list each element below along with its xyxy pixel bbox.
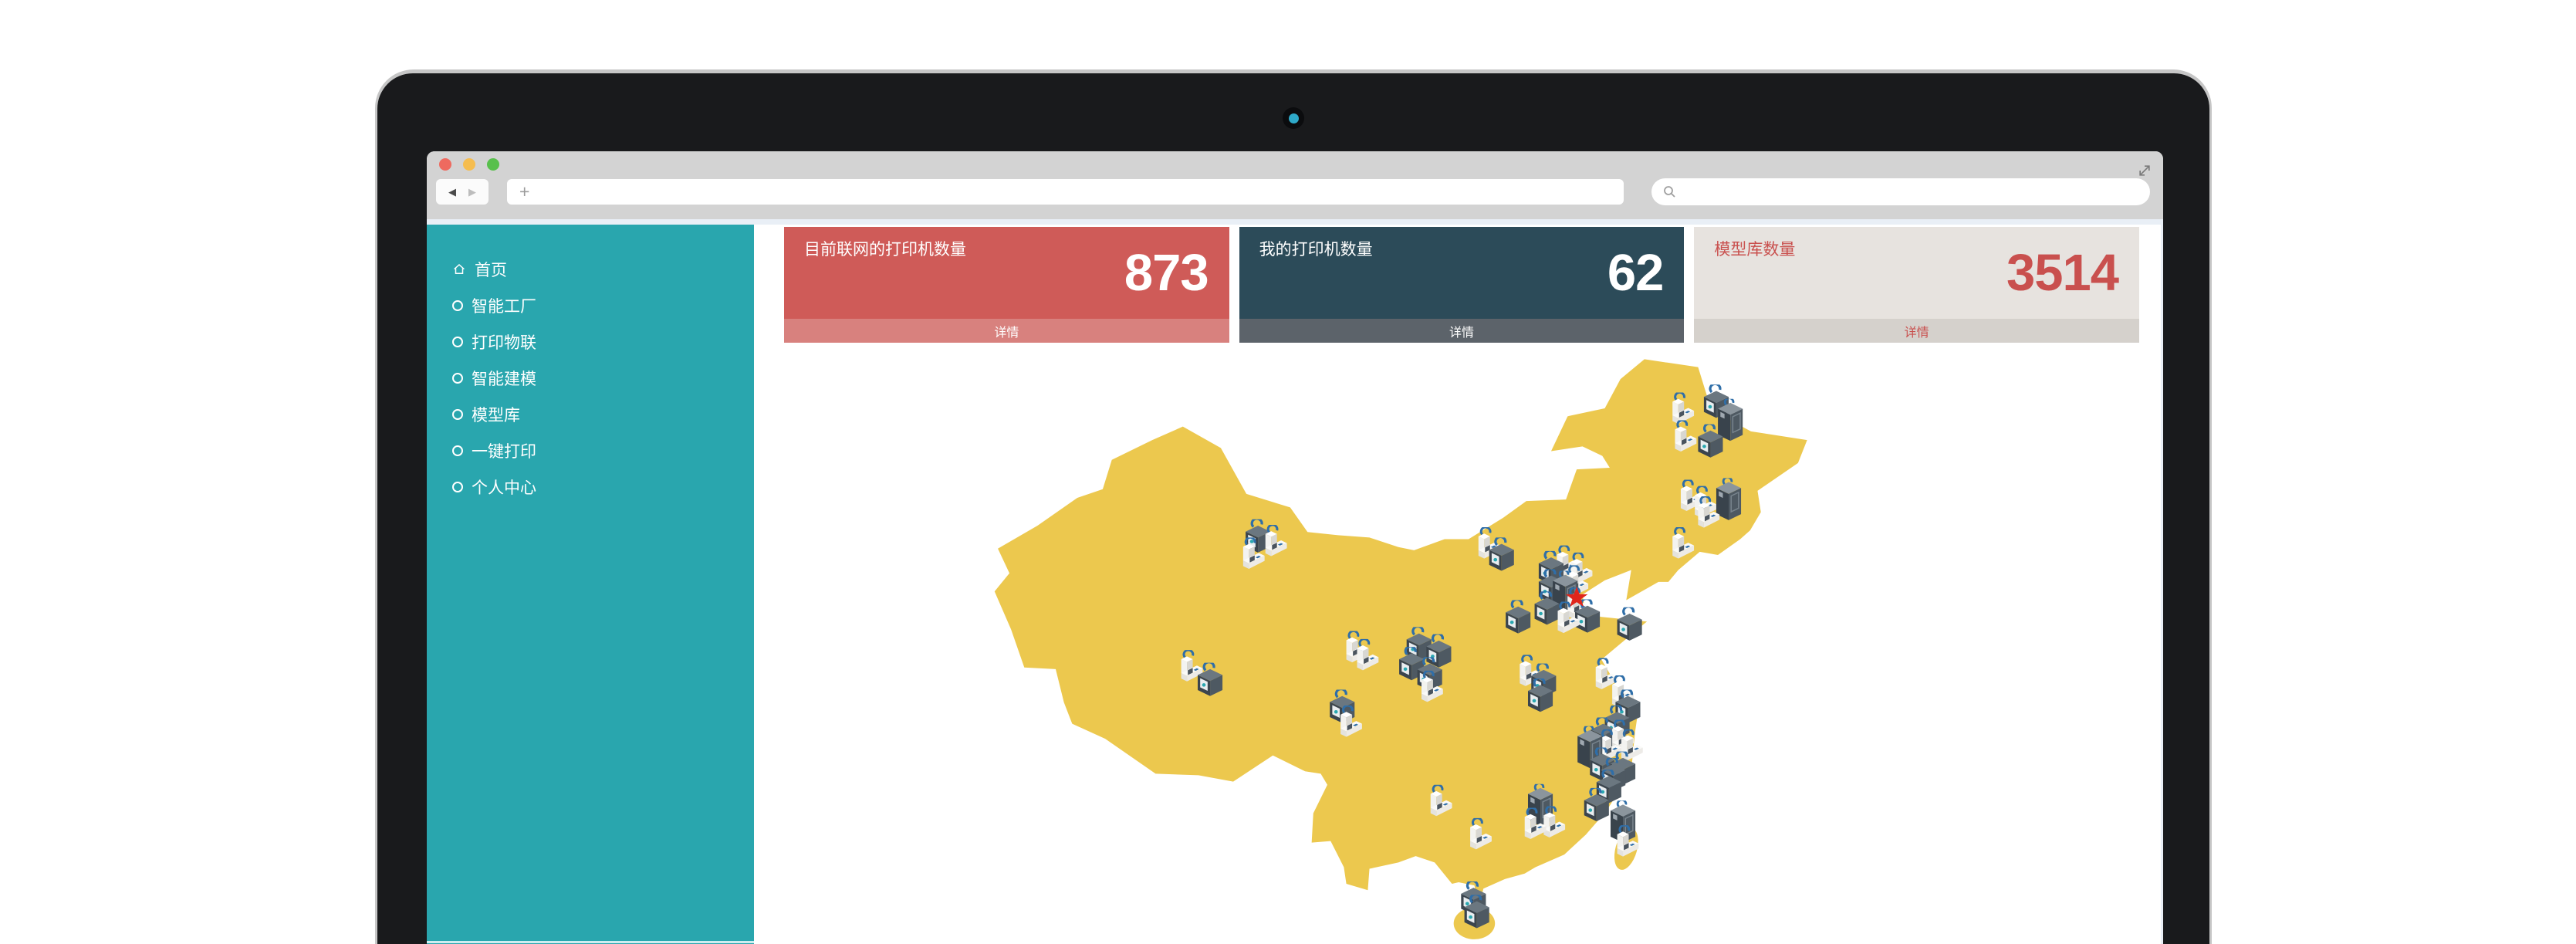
circle-icon	[452, 299, 463, 311]
expand-icon	[2139, 165, 2150, 176]
fullscreen-button[interactable]	[2136, 162, 2153, 179]
china-map	[994, 359, 1807, 939]
sidebar-item-home[interactable]: 首页	[427, 251, 754, 287]
printer-marker-dark[interactable]	[1615, 607, 1644, 642]
card-title: 目前联网的打印机数量	[804, 241, 966, 259]
main-content: 目前联网的打印机数量 873 详情 我的打印机数量 62 详情 模型库数量 35…	[754, 225, 2161, 944]
sidebar-item-personal-center[interactable]: 个人中心	[427, 469, 754, 505]
search-input[interactable]	[1676, 178, 2150, 205]
stat-cards-row: 目前联网的打印机数量 873 详情 我的打印机数量 62 详情 模型库数量 35…	[784, 227, 2140, 343]
dashboard-page: 首页 智能工厂 打印物联 智能建模 模型库 一键打印 个人中心 目前联网的打印机…	[427, 225, 2163, 944]
toolbar-divider	[427, 219, 2163, 225]
card-detail-link[interactable]: 详情	[784, 319, 1229, 343]
forward-button[interactable]: ▶	[468, 185, 476, 198]
sidebar-item-model-library[interactable]: 模型库	[427, 396, 754, 432]
card-detail-link[interactable]: 详情	[1239, 319, 1685, 343]
laptop-bezel: ◀ ▶ +	[377, 73, 2209, 944]
beijing-star-marker	[1565, 587, 1588, 607]
stat-card-model-library-count: 模型库数量 3514 详情	[1694, 227, 2140, 343]
home-icon	[452, 262, 466, 276]
card-value: 62	[1607, 244, 1665, 302]
new-tab-icon[interactable]: +	[519, 181, 530, 201]
webcam-lens	[1288, 113, 1299, 123]
browser-window: ◀ ▶ +	[427, 151, 2163, 944]
traffic-lights	[439, 158, 499, 171]
circle-icon	[452, 372, 463, 384]
browser-toolbar: ◀ ▶ +	[427, 151, 2163, 219]
circle-icon	[452, 408, 463, 420]
circle-icon	[452, 481, 463, 492]
card-detail-link[interactable]: 详情	[1694, 319, 2140, 343]
card-title: 我的打印机数量	[1259, 241, 1373, 259]
sidebar-item-one-click-print[interactable]: 一键打印	[427, 432, 754, 469]
card-value: 873	[1124, 244, 1209, 302]
traffic-light-minimize[interactable]	[463, 158, 475, 171]
china-map-panel	[985, 347, 1811, 942]
printer-marker-light[interactable]	[1620, 729, 1645, 762]
nav-button-group: ◀ ▶	[436, 179, 488, 205]
webcam	[1283, 107, 1304, 129]
circle-icon	[452, 445, 463, 456]
traffic-light-zoom[interactable]	[487, 158, 499, 171]
laptop-frame: ◀ ▶ +	[375, 69, 2212, 944]
card-value: 3514	[2006, 244, 2119, 302]
traffic-light-close[interactable]	[439, 158, 451, 171]
search-icon	[1664, 186, 1675, 198]
sidebar-item-smart-factory[interactable]: 智能工厂	[427, 287, 754, 323]
sidebar-item-print-iot[interactable]: 打印物联	[427, 323, 754, 360]
stat-card-my-printer-count: 我的打印机数量 62 详情	[1239, 227, 1685, 343]
back-button[interactable]: ◀	[448, 185, 456, 198]
circle-icon	[452, 336, 463, 347]
sidebar-item-smart-modeling[interactable]: 智能建模	[427, 360, 754, 396]
address-bar[interactable]: +	[507, 179, 1624, 205]
stat-card-online-printer-count: 目前联网的打印机数量 873 详情	[784, 227, 1229, 343]
url-input[interactable]	[529, 179, 1624, 205]
card-title: 模型库数量	[1714, 241, 1796, 259]
sidebar-menu: 首页 智能工厂 打印物联 智能建模 模型库 一键打印 个人中心	[427, 225, 754, 944]
search-box[interactable]	[1651, 178, 2150, 205]
